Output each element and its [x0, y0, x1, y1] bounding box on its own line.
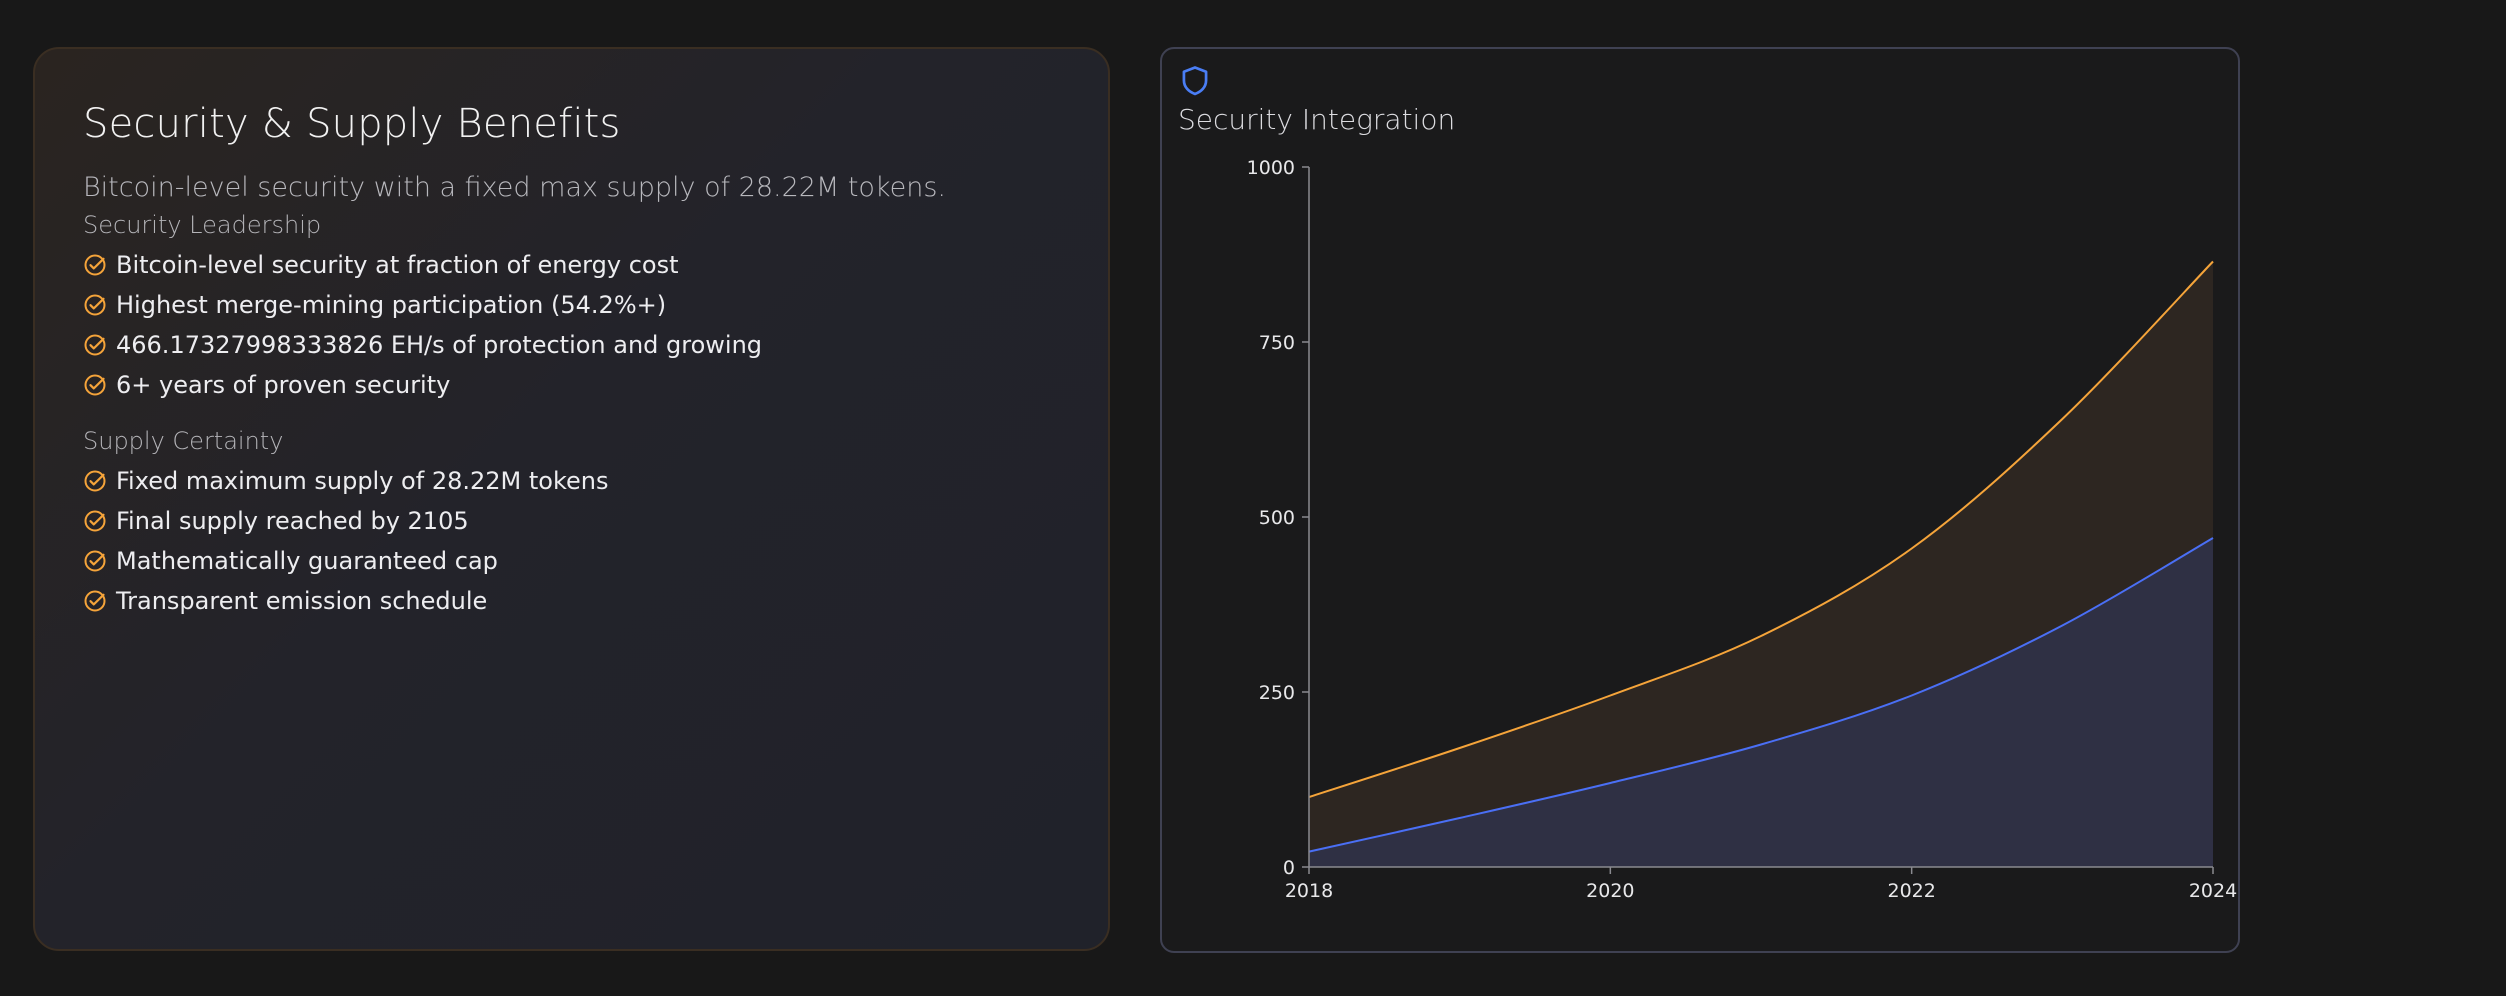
- list-item: Fixed maximum supply of 28.22M tokens: [83, 466, 608, 496]
- list-item-text: Bitcoin-level security at fraction of en…: [116, 251, 679, 279]
- list-item-text: Transparent emission schedule: [116, 587, 488, 615]
- list-item: 466.17327998333826 EH/s of protection an…: [83, 330, 762, 360]
- x-tick-label: 2024: [2189, 880, 2237, 902]
- shield-icon: [1182, 66, 1208, 96]
- section-title-supply: Supply Certainty: [83, 427, 284, 455]
- x-tick-label: 2020: [1586, 880, 1634, 902]
- area-chart: 0 250 500 750 1000 2018 2020 2022 2024: [1247, 157, 2238, 902]
- x-tick-label: 2018: [1285, 880, 1333, 902]
- check-circle-icon: [84, 254, 106, 276]
- list-item: Highest merge-mining participation (54.2…: [83, 290, 666, 320]
- check-circle-icon: [84, 374, 106, 396]
- y-tick-label: 1000: [1247, 157, 1295, 179]
- series-0-line: [1308, 260, 2214, 798]
- chart-title: Security Integration: [1178, 103, 1456, 136]
- list-item: 6+ years of proven security: [83, 370, 450, 400]
- check-circle-icon: [84, 470, 106, 492]
- list-item-text: Fixed maximum supply of 28.22M tokens: [116, 467, 609, 495]
- benefits-subtitle: Bitcoin-level security with a fixed max …: [83, 172, 946, 203]
- check-circle-icon: [84, 510, 106, 532]
- y-tick-label: 250: [1259, 682, 1295, 704]
- check-circle-icon: [84, 294, 106, 316]
- x-tick-label: 2022: [1887, 880, 1935, 902]
- y-tick-label: 750: [1259, 332, 1295, 354]
- list-item: Final supply reached by 2105: [83, 506, 469, 536]
- y-tick-label: 500: [1259, 507, 1295, 529]
- check-circle-icon: [84, 550, 106, 572]
- check-circle-icon: [84, 590, 106, 612]
- section-title-security: Security Leadership: [83, 211, 322, 239]
- check-circle-icon: [84, 334, 106, 356]
- list-item: Transparent emission schedule: [83, 586, 487, 616]
- list-item: Mathematically guaranteed cap: [83, 546, 498, 576]
- series-1-line: [1308, 537, 2214, 853]
- list-item-text: 466.17327998333826 EH/s of protection an…: [116, 331, 763, 359]
- benefits-title: Security & Supply Benefits: [83, 101, 621, 147]
- y-tick-label: 0: [1283, 857, 1295, 879]
- chart-card: Security Integration 0 250 500 750 1000 2018 2…: [1160, 47, 2240, 953]
- list-item-text: Highest merge-mining participation (54.2…: [116, 291, 667, 319]
- series-1-area: [1309, 538, 2213, 867]
- benefits-card: Security & Supply Benefits Bitcoin-level…: [33, 47, 1110, 951]
- list-item: Bitcoin-level security at fraction of en…: [83, 250, 679, 280]
- list-item-text: 6+ years of proven security: [116, 371, 451, 399]
- list-item-text: Mathematically guaranteed cap: [116, 547, 498, 575]
- list-item-text: Final supply reached by 2105: [116, 507, 469, 535]
